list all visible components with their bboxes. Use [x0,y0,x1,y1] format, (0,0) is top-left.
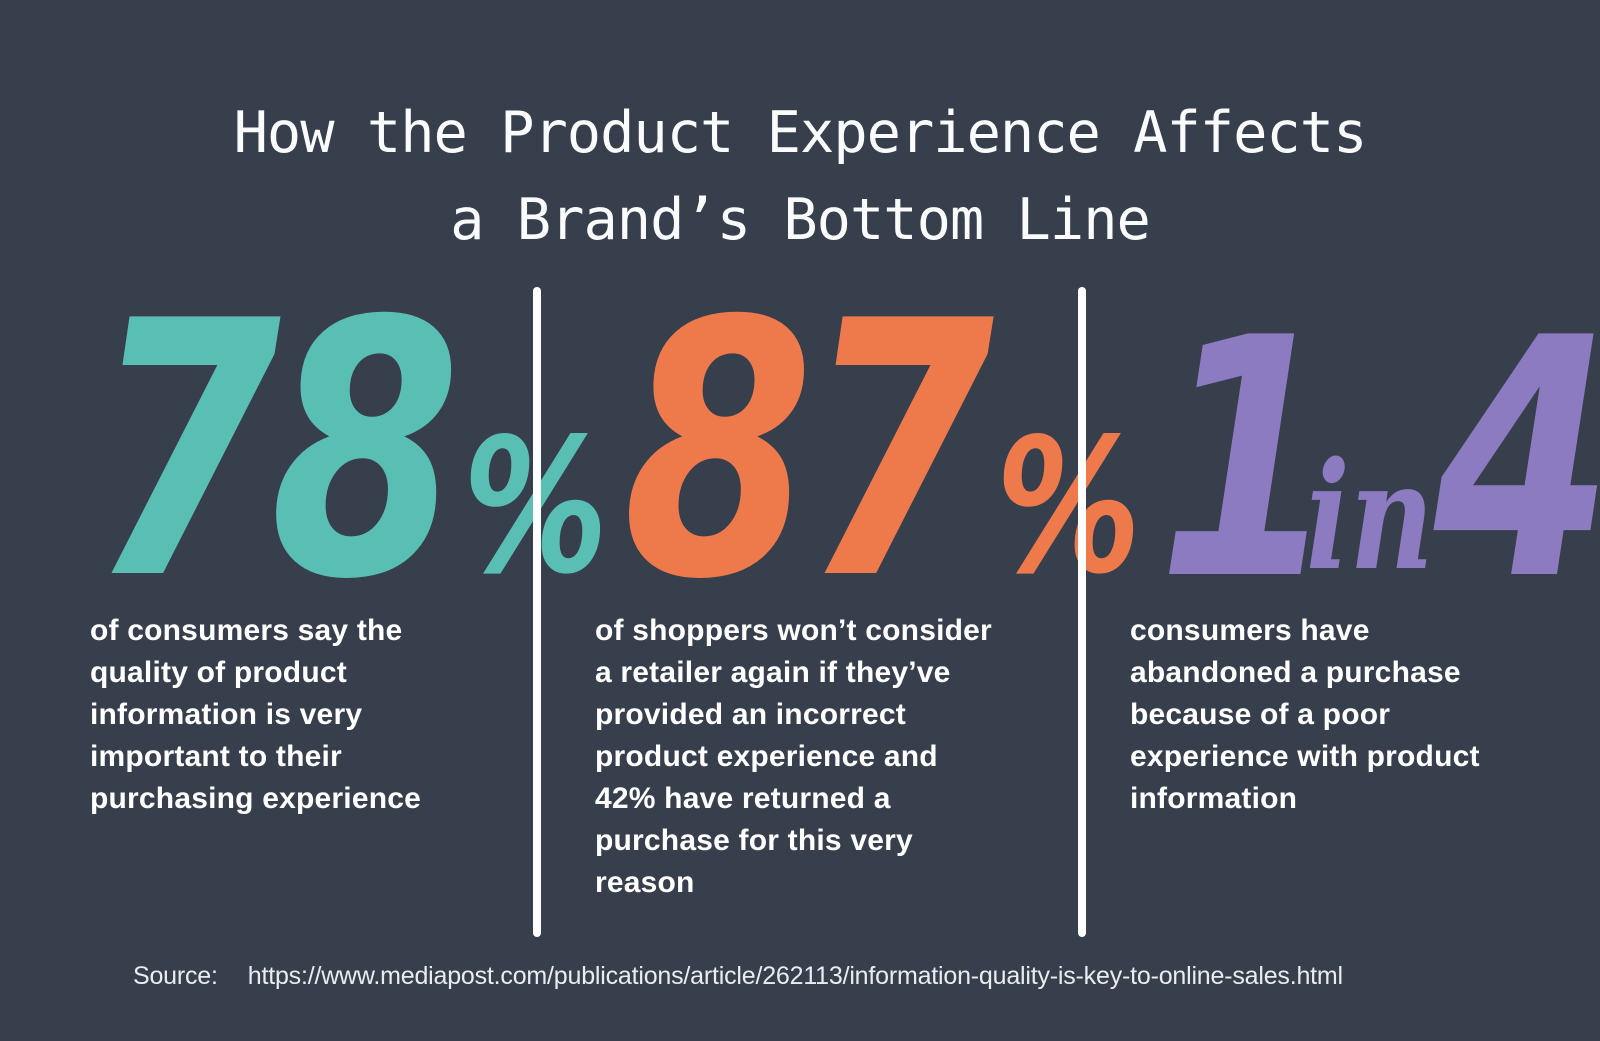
stat-value-87-percent: 87% [623,246,1141,657]
stat-column-78-percent: 78% of consumers say the quality of prod… [0,275,608,820]
stat-number-digits: 87 [623,246,994,657]
stats-row: 78% of consumers say the quality of prod… [0,246,1600,904]
stat-column-87-percent: 87% of shoppers won’t consider a retaile… [537,246,1141,904]
percent-sign: % [995,398,1142,616]
page-title-line1: How the Product Experience Affects [233,100,1368,167]
stat-description: of consumers say the quality of product … [90,614,421,815]
source-label: Source: [133,962,218,990]
source-url: https://www.mediapost.com/publications/a… [247,962,1343,990]
page-title: How the Product Experience Affects a Bra… [0,90,1600,264]
stat-number-digits: 78 [90,246,461,657]
stat-value-1-in-4: 1 in 4 [1158,267,1600,652]
page-title-line2: a Brand’s Bottom Line [450,187,1151,254]
stat-value-78-percent: 78% [90,275,608,628]
column-divider-left [533,287,541,937]
stat-number-digits: 1 [1158,267,1337,652]
source-line: Source: https://www.mediapost.com/public… [133,962,1343,991]
stat-number-infix: in [1305,429,1434,604]
stat-description: of shoppers won’t consider a retailer ag… [595,614,992,899]
stat-column-1-in-4: 1 in 4 consumers have abandoned a purchase… [1082,282,1600,820]
stat-description: consumers have abandoned a purchase beca… [1130,614,1480,815]
column-divider-right [1078,287,1086,937]
stat-number-tail: 4 [1433,267,1600,652]
